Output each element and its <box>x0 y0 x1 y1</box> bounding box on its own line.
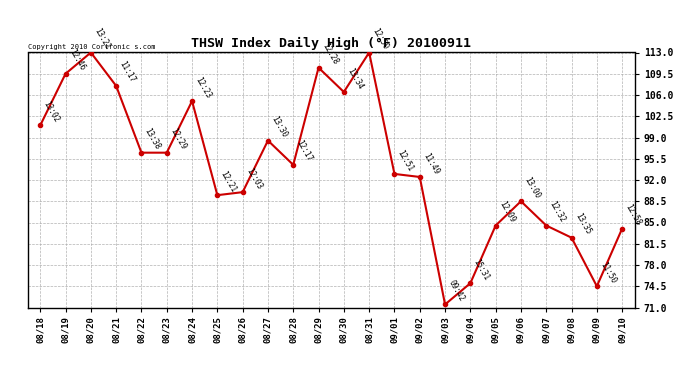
Text: 12:58: 12:58 <box>624 202 643 227</box>
Text: 12:09: 12:09 <box>497 200 516 224</box>
Text: 12:29: 12:29 <box>168 127 188 151</box>
Title: THSW Index Daily High (°F) 20100911: THSW Index Daily High (°F) 20100911 <box>191 37 471 50</box>
Text: 12:17: 12:17 <box>295 139 314 164</box>
Text: 12:32: 12:32 <box>548 200 567 224</box>
Text: 12:03: 12:03 <box>244 166 264 191</box>
Text: 12:50: 12:50 <box>371 27 390 51</box>
Text: 12:28: 12:28 <box>320 42 339 66</box>
Text: 11:50: 11:50 <box>598 260 618 285</box>
Text: 13:38: 13:38 <box>143 127 162 151</box>
Text: 13:34: 13:34 <box>345 66 364 91</box>
Text: 15:31: 15:31 <box>472 257 491 282</box>
Text: 13:02: 13:02 <box>41 99 61 124</box>
Text: 12:21: 12:21 <box>219 169 238 194</box>
Text: 11:49: 11:49 <box>421 151 440 176</box>
Text: Copyright 2010 Cortronic s.com: Copyright 2010 Cortronic s.com <box>28 44 155 50</box>
Text: 09:42: 09:42 <box>446 279 466 303</box>
Text: 13:30: 13:30 <box>269 115 288 139</box>
Text: 12:46: 12:46 <box>67 48 86 72</box>
Text: 11:17: 11:17 <box>117 60 137 84</box>
Text: 12:23: 12:23 <box>193 75 213 100</box>
Text: 12:51: 12:51 <box>396 148 415 172</box>
Text: 13:21: 13:21 <box>92 27 112 51</box>
Text: 13:00: 13:00 <box>522 176 542 200</box>
Text: 13:35: 13:35 <box>573 212 592 236</box>
